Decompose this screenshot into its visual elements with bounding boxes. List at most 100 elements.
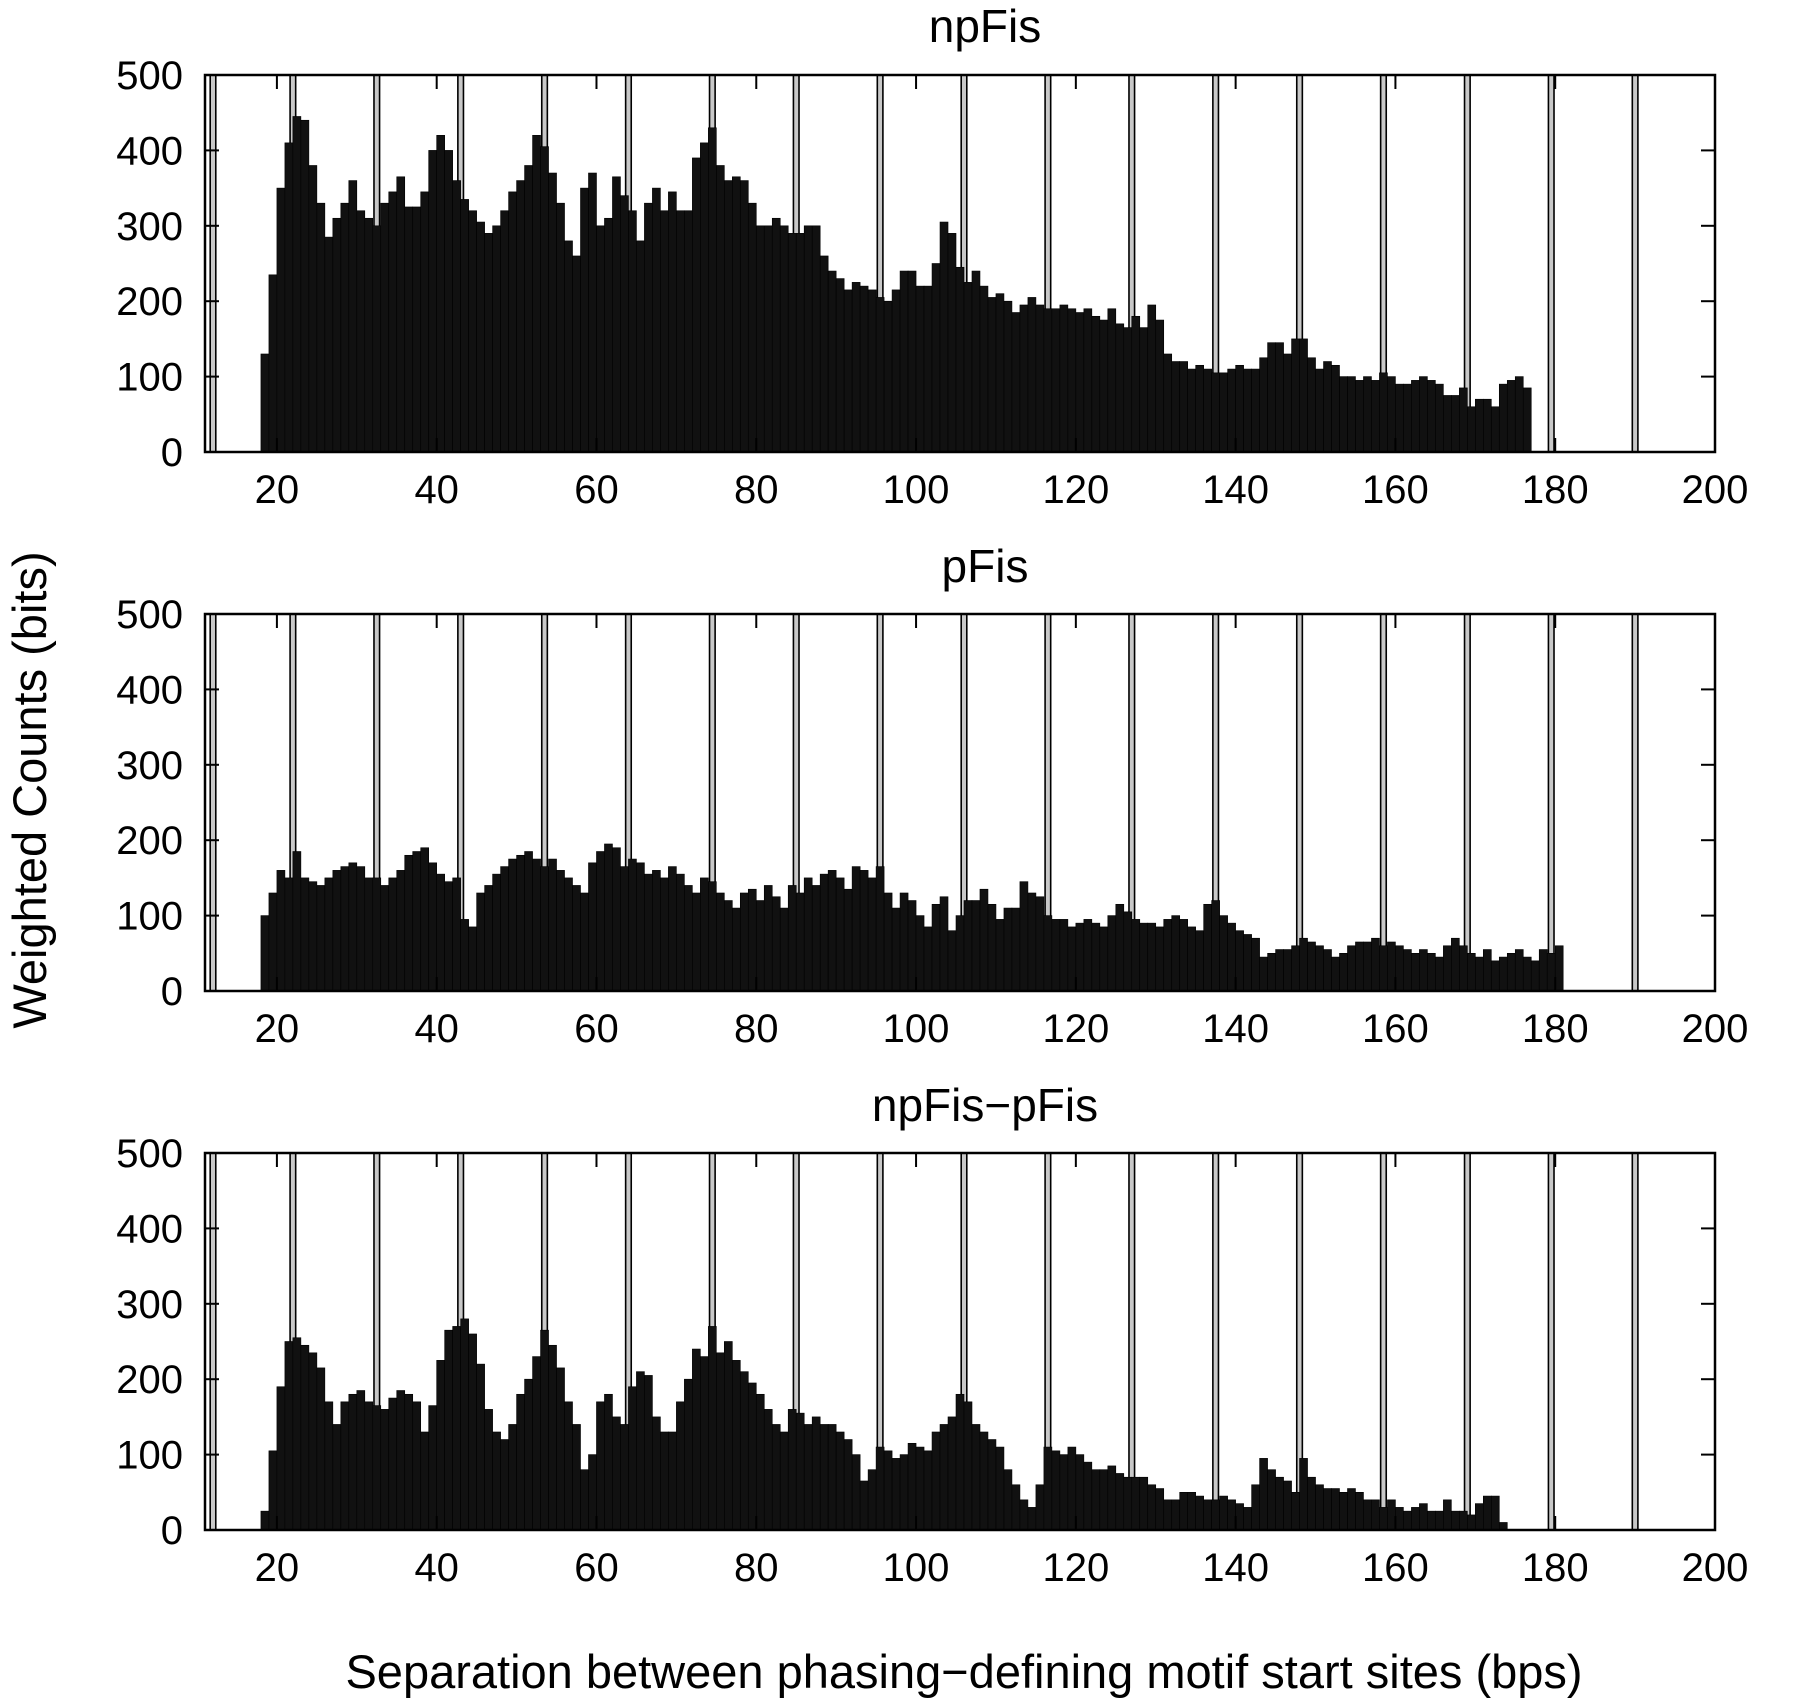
bar (915, 915, 925, 992)
bar (484, 1409, 493, 1531)
bar (676, 1401, 685, 1531)
bar (1107, 1465, 1117, 1531)
bar (548, 172, 557, 453)
bar (1355, 380, 1364, 453)
bar (811, 885, 821, 992)
bar (1411, 952, 1420, 992)
bar (548, 1344, 557, 1531)
x-tick-label: 140 (1202, 468, 1269, 512)
bar (883, 300, 893, 453)
bar (995, 1446, 1005, 1531)
bar (843, 1439, 853, 1531)
bar (1459, 387, 1468, 453)
bar (596, 1401, 605, 1531)
bar (883, 1450, 893, 1531)
bar (995, 919, 1005, 992)
bar (1219, 1495, 1228, 1531)
bar (364, 1401, 374, 1531)
y-tick-label: 0 (161, 1509, 183, 1553)
bar (1155, 319, 1165, 453)
phase-marker (1631, 613, 1639, 992)
bar (580, 187, 589, 453)
y-tick-label: 400 (116, 1207, 183, 1251)
bar (1514, 376, 1524, 453)
bar (1171, 361, 1181, 453)
bar (867, 877, 877, 992)
bar (460, 919, 469, 992)
bar (1459, 945, 1468, 992)
bar (1259, 1458, 1268, 1531)
bar (1195, 1495, 1204, 1531)
bar (388, 877, 398, 992)
y-tick-label: 200 (116, 1358, 183, 1402)
bar (588, 172, 597, 453)
bar (755, 225, 765, 453)
bar (1243, 1507, 1252, 1531)
bar (676, 210, 685, 453)
bar (1075, 312, 1085, 453)
bar (1083, 308, 1093, 453)
bar (1059, 304, 1069, 453)
bar (1275, 342, 1284, 453)
bar (795, 1412, 805, 1531)
bar (1091, 315, 1101, 453)
phase-marker (1463, 1152, 1471, 1531)
bar (1187, 1492, 1196, 1531)
bar (939, 221, 949, 453)
bar (1243, 934, 1252, 992)
bar (955, 1393, 965, 1531)
bar (1051, 919, 1061, 992)
bar (260, 1510, 270, 1531)
bar (716, 892, 725, 992)
bar (540, 866, 549, 992)
bar (452, 877, 461, 992)
bar (891, 907, 901, 992)
bar (803, 225, 813, 453)
bar (1155, 1488, 1165, 1531)
bar (556, 1367, 565, 1531)
bar (803, 877, 813, 992)
bar (268, 274, 278, 453)
bar (636, 1371, 645, 1531)
x-tick-label: 80 (734, 1007, 779, 1051)
bar (1227, 922, 1236, 992)
bar (987, 903, 997, 992)
bar (268, 892, 278, 992)
bar (859, 870, 869, 992)
bar (1099, 926, 1109, 992)
x-tick-label: 20 (255, 1546, 300, 1590)
bar (1443, 395, 1452, 453)
bar (755, 1393, 765, 1531)
y-tick-label: 300 (116, 1283, 183, 1327)
bar (1219, 915, 1228, 992)
bar (316, 202, 326, 453)
bar (1139, 1476, 1149, 1531)
x-tick-label: 160 (1362, 1546, 1429, 1590)
x-tick-label: 200 (1682, 468, 1749, 512)
bar (1371, 380, 1380, 453)
bar (1490, 960, 1500, 992)
bar (476, 221, 485, 453)
y-tick-label: 500 (116, 54, 183, 98)
bar (1530, 960, 1540, 992)
phase-marker (1631, 1152, 1639, 1531)
bar (492, 225, 501, 453)
bar (324, 877, 334, 992)
bar (835, 278, 845, 453)
y-ticks: 0 100 200 300 400 500 (116, 593, 1715, 1014)
bar (1419, 376, 1428, 453)
x-ticks: 20 40 60 80 100 120 140 160 180 200 (255, 614, 1748, 1051)
bar (676, 873, 685, 992)
bar (604, 217, 613, 453)
bar (644, 873, 653, 992)
bar (1483, 1495, 1492, 1531)
bar (300, 1344, 310, 1531)
bar (620, 866, 629, 992)
bar (372, 225, 382, 453)
bar (436, 873, 445, 992)
bar (1475, 398, 1484, 453)
bar (1251, 1484, 1260, 1531)
phase-marker (1463, 613, 1471, 992)
bar (524, 851, 533, 992)
bar (1123, 911, 1133, 992)
